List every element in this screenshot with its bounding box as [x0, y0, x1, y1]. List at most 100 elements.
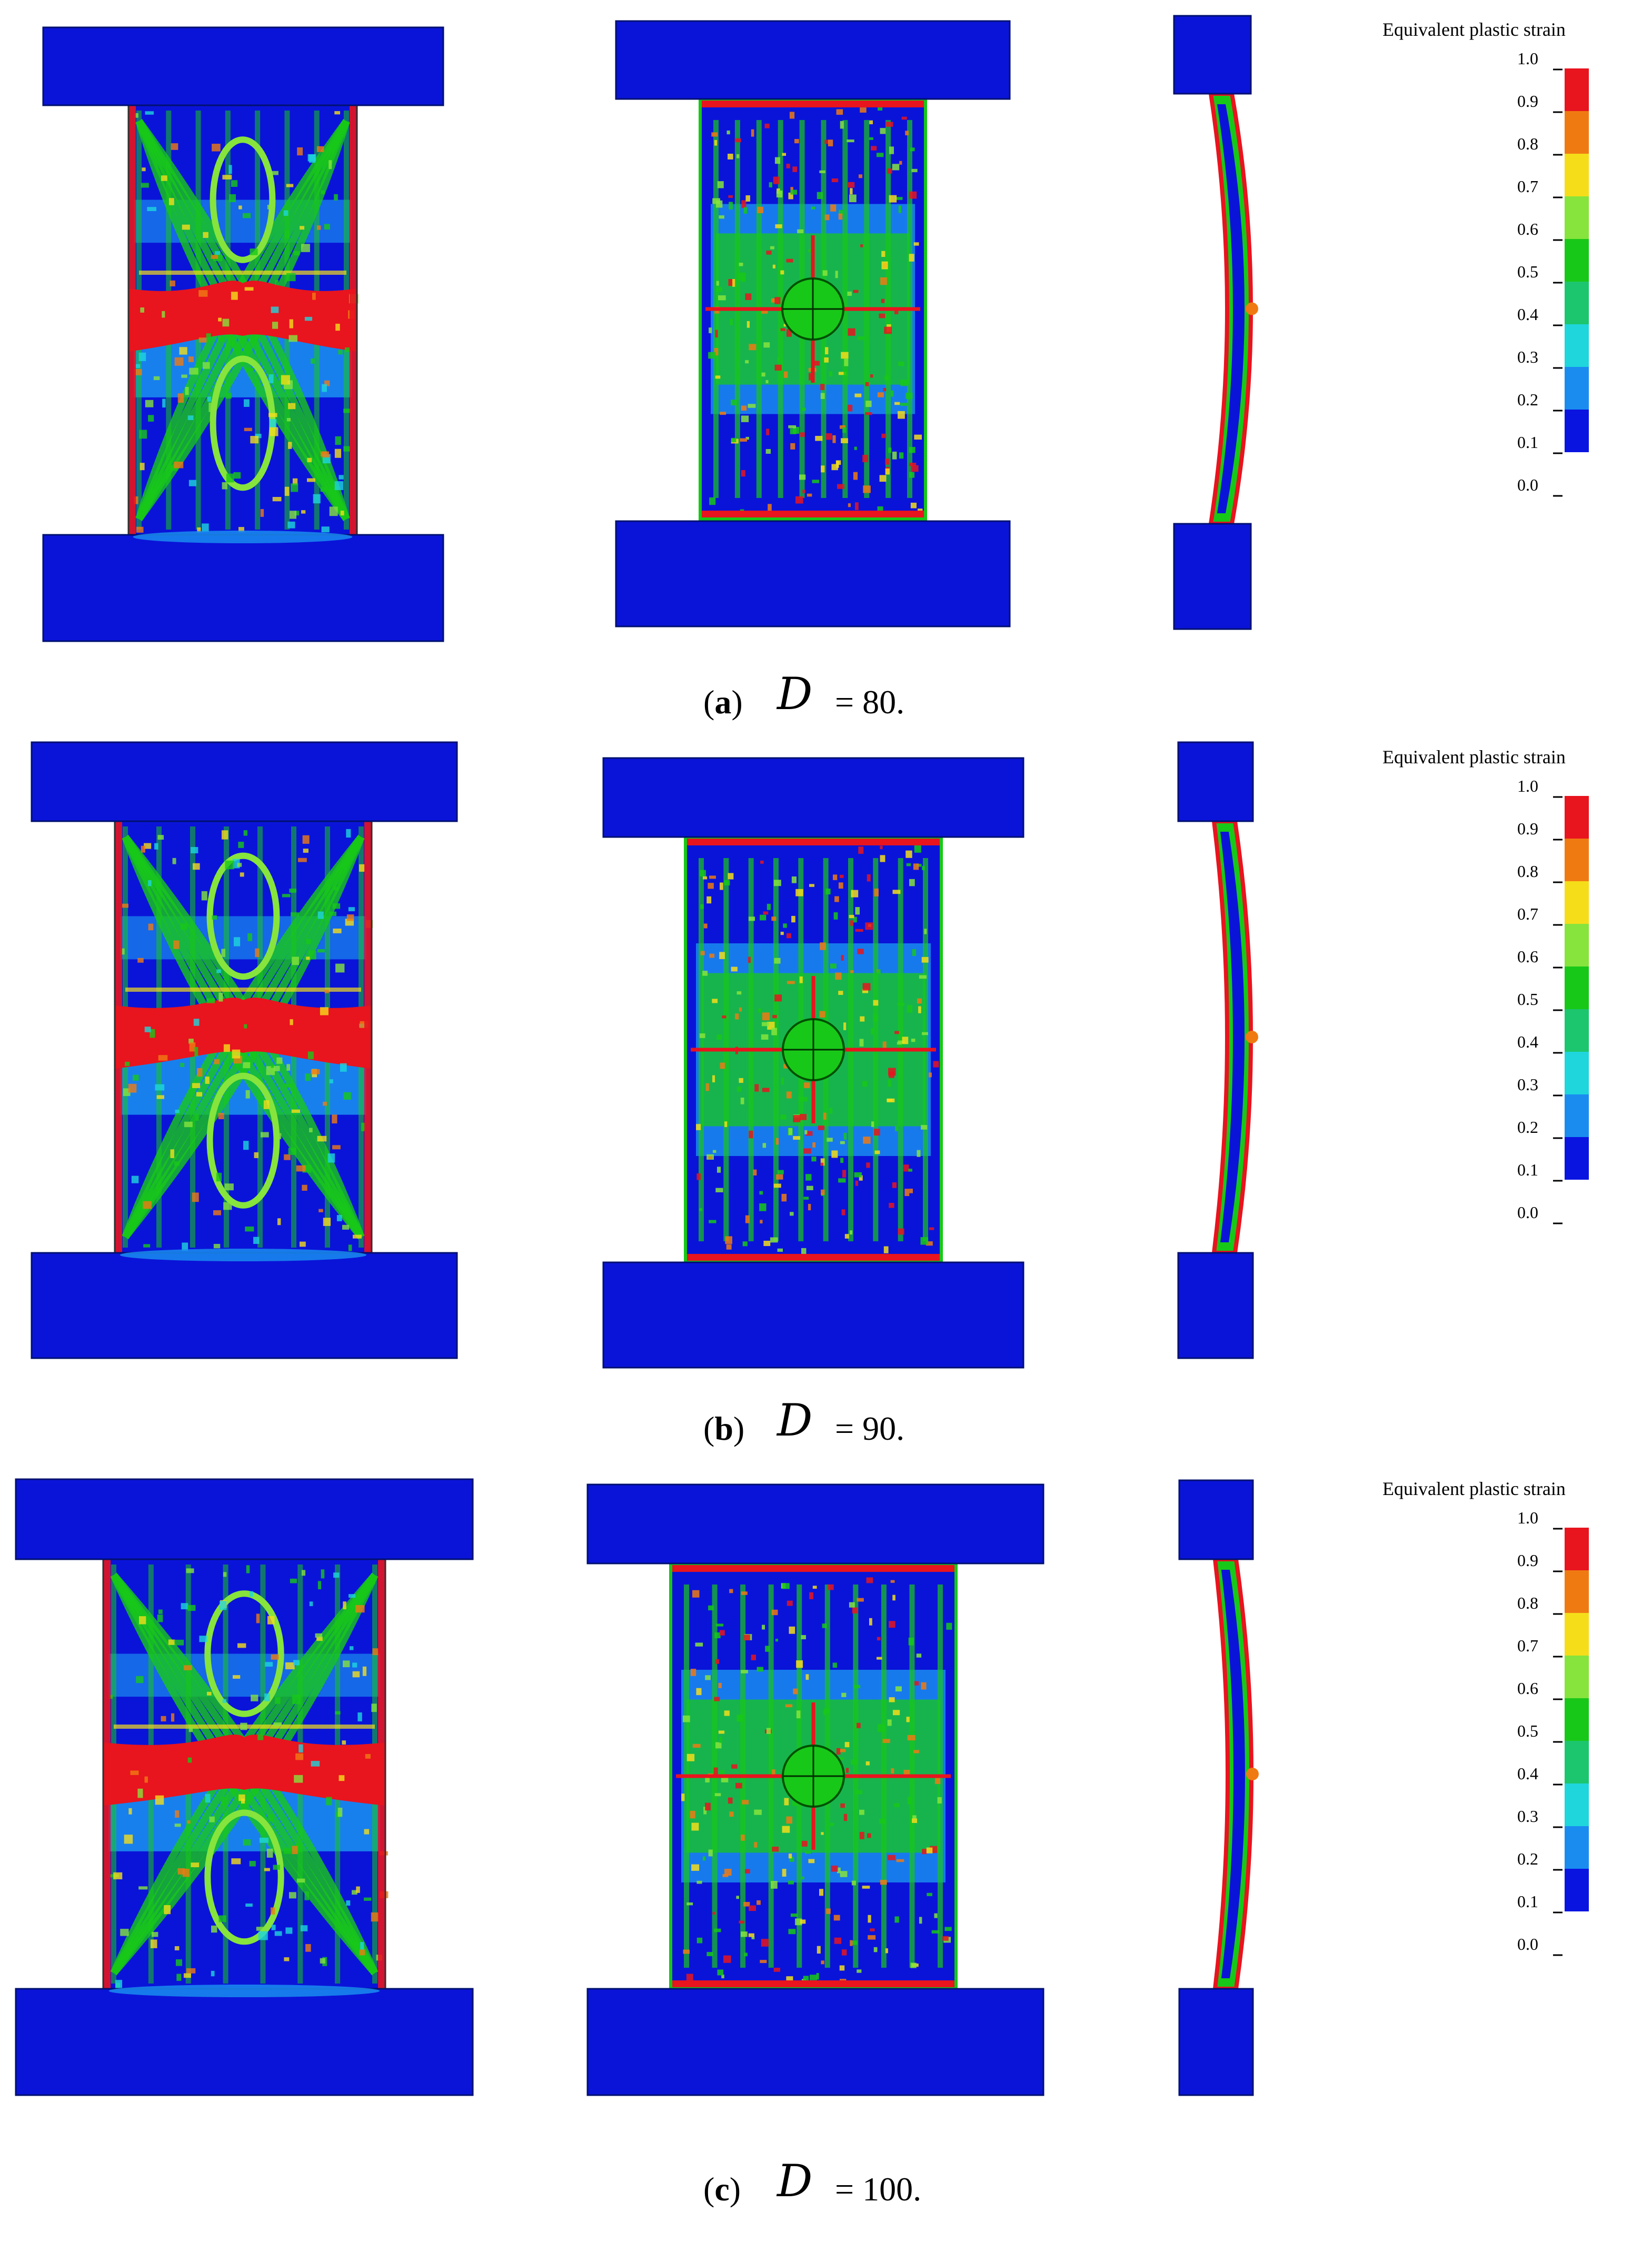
strain-speckle: [922, 866, 925, 870]
strain-speckle: [840, 1871, 848, 1877]
strain-speckle: [912, 949, 917, 956]
strain-speckle: [333, 886, 339, 891]
strain-speckle: [729, 1811, 734, 1817]
strain-speckle: [332, 1145, 341, 1150]
strain-speckle: [887, 1099, 893, 1102]
strain-speckle: [361, 1122, 366, 1131]
strain-speckle: [724, 1869, 732, 1876]
strain-speckle: [290, 1578, 297, 1583]
legend-color-step: [1565, 324, 1589, 367]
strain-speckle: [273, 1722, 282, 1726]
strain-speckle: [849, 194, 857, 203]
top-loading-plate: [1178, 1479, 1254, 1560]
strain-speckle: [206, 998, 215, 1003]
strain-speckle: [155, 1795, 164, 1805]
strain-speckle: [716, 1034, 722, 1040]
strain-speckle: [291, 912, 299, 916]
strain-speckle: [193, 863, 200, 870]
strain-speckle: [897, 1002, 905, 1006]
strain-speckle: [772, 1846, 779, 1852]
strain-speckle: [812, 1142, 815, 1148]
strain-speckle: [799, 976, 803, 983]
strain-speckle: [243, 1141, 249, 1150]
strain-speckle: [812, 1586, 817, 1589]
strain-speckle: [157, 1614, 163, 1622]
strain-speckle: [786, 1816, 793, 1824]
strain-speckle: [708, 1605, 714, 1611]
strain-speckle: [885, 1948, 888, 1954]
strain-speckle: [284, 1957, 290, 1961]
strain-speckle: [743, 207, 748, 214]
legend-tick-label: 0.7: [1517, 904, 1538, 923]
strain-speckle: [135, 364, 141, 368]
legend-tick-label: 0.5: [1517, 990, 1538, 1009]
strain-speckle: [696, 1937, 703, 1944]
strain-speckle: [858, 846, 864, 854]
strain-speckle: [787, 1600, 793, 1606]
strain-speckle: [839, 425, 845, 429]
strain-speckle: [853, 290, 859, 293]
strain-speckle: [174, 1824, 181, 1827]
strain-speckle: [841, 1692, 847, 1697]
strain-speckle: [133, 1074, 139, 1081]
strain-speckle: [364, 1897, 372, 1901]
strain-speckle: [835, 972, 842, 980]
strain-speckle: [878, 107, 883, 111]
strain-speckle: [892, 1182, 897, 1188]
strain-speckle: [192, 1083, 201, 1088]
strain-speckle: [231, 292, 238, 300]
strain-speckle: [716, 281, 719, 286]
strain-speckle: [929, 1227, 934, 1230]
strain-speckle: [862, 1081, 868, 1087]
strain-speckle: [909, 879, 915, 886]
strain-speckle: [300, 1241, 306, 1247]
strain-speckle: [289, 511, 296, 519]
strain-speckle: [847, 182, 855, 188]
strain-speckle: [335, 1711, 341, 1715]
strain-speckle: [909, 462, 917, 466]
strain-speckle: [256, 1927, 265, 1931]
strain-speckle: [136, 526, 144, 533]
strain-speckle: [851, 1880, 856, 1886]
strain-speckle: [892, 1710, 900, 1716]
strain-speckle: [301, 1570, 306, 1576]
strain-speckle: [141, 183, 149, 188]
strain-speckle: [708, 883, 714, 889]
strain-speckle: [860, 1016, 865, 1022]
strain-speckle: [136, 1676, 144, 1683]
legend-tick-label: 1.0: [1517, 49, 1538, 68]
strain-speckle: [753, 1169, 757, 1175]
strain-speckle: [292, 1695, 301, 1705]
strain-speckle: [913, 1750, 919, 1753]
legend-tick-label: 0.8: [1517, 134, 1538, 153]
strain-speckle: [300, 1925, 308, 1931]
strain-speckle: [873, 1014, 878, 1022]
strain-speckle: [757, 206, 763, 213]
strain-speckle: [910, 147, 915, 152]
strain-speckle: [799, 474, 806, 480]
strain-speckle: [763, 1240, 771, 1247]
strain-speckle: [894, 1031, 899, 1034]
strain-speckle: [916, 1653, 922, 1658]
strain-speckle: [332, 1114, 337, 1124]
strain-speckle: [137, 958, 144, 963]
strain-speckle: [916, 864, 922, 867]
strain-speckle: [830, 1823, 834, 1826]
strain-speckle: [913, 242, 919, 246]
strain-speckle: [267, 1616, 275, 1625]
strain-speckle: [275, 280, 279, 285]
strain-speckle: [187, 1820, 191, 1824]
strain-speckle: [721, 1777, 729, 1782]
strain-speckle: [229, 194, 236, 202]
strain-speckle: [745, 293, 752, 301]
strain-legend: Equivalent plastic strain 1.0 0.9 0.8 0.7 0.6…: [1382, 1478, 1589, 1956]
strain-speckle: [681, 1793, 685, 1801]
strain-speckle: [246, 367, 254, 372]
strain-speckle: [770, 1237, 778, 1243]
strain-speckle: [723, 1955, 731, 1963]
strain-speckle: [737, 1715, 744, 1722]
strain-speckle: [218, 1915, 226, 1922]
strain-speckle: [232, 1049, 241, 1059]
strain-speckle: [937, 1797, 942, 1804]
